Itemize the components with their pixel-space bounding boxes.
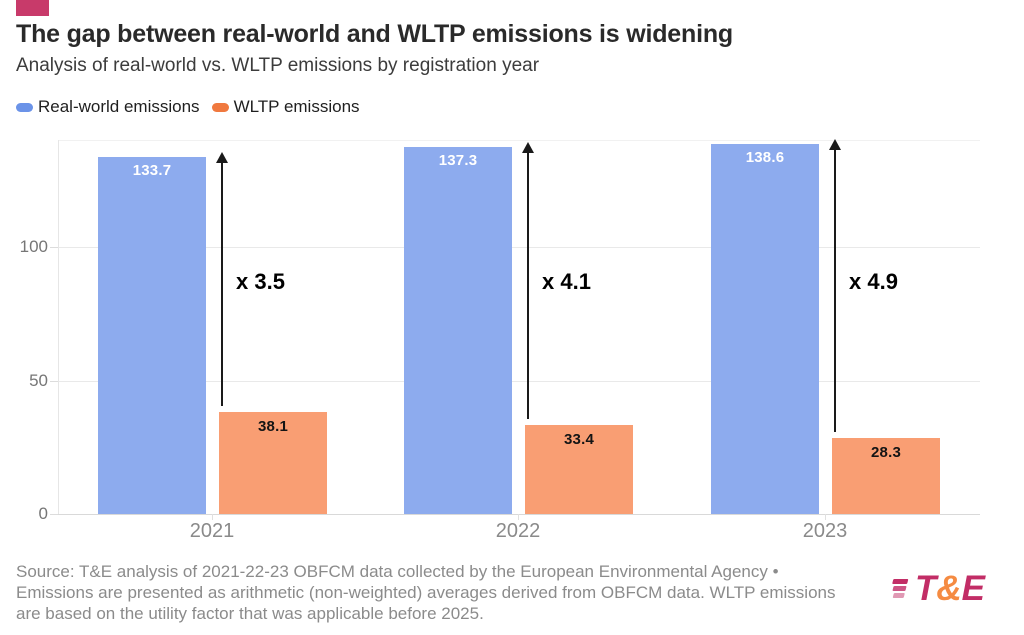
- legend-label-wltp: WLTP emissions: [233, 97, 360, 116]
- y-tick-0: [50, 514, 58, 515]
- x-axis-label-2022: 2022: [495, 520, 541, 542]
- legend-swatch-real-world-icon: [16, 102, 33, 112]
- y-tick-label-50: 50: [29, 371, 48, 390]
- y-tick-50: [50, 381, 58, 382]
- legend-item-wltp: WLTP emissions: [211, 97, 360, 117]
- te-logo-text: T&E: [915, 571, 985, 606]
- speedline-top: [892, 579, 909, 584]
- multiplier-label-2022: x 4.1: [542, 269, 591, 294]
- bar-wltp-2021[interactable]: [219, 412, 327, 514]
- growth-arrow-head-2021: [216, 152, 228, 164]
- logo-letter-t: T: [914, 569, 937, 608]
- te-logo: T&E: [891, 571, 985, 606]
- x-tick-2022: [518, 514, 519, 520]
- y-tick-100: [50, 247, 58, 248]
- source-note: Source: T&E analysis of 2021-22-23 OBFCM…: [16, 561, 835, 624]
- bar-value-real-world-2021: 133.7: [132, 162, 172, 180]
- bar-value-wltp-2022: 33.4: [564, 430, 594, 448]
- bar-value-wltp-2021: 38.1: [258, 418, 288, 436]
- speedline-bottom: [892, 593, 905, 598]
- legend-label-real-world: Real-world emissions: [38, 97, 200, 116]
- y-axis-line: [58, 140, 59, 514]
- speedline-middle: [892, 586, 907, 591]
- page-subtitle: Analysis of real-world vs. WLTP emission…: [16, 55, 540, 76]
- bar-real-world-2023[interactable]: [711, 143, 819, 514]
- bar-real-world-2022[interactable]: [404, 147, 512, 514]
- page-title: The gap between real-world and WLTP emis…: [16, 20, 733, 48]
- growth-arrow-2023: [834, 147, 836, 433]
- source-line: Emissions are presented as arithmetic (n…: [16, 583, 836, 602]
- growth-arrow-2021: [221, 161, 223, 407]
- legend-item-real-world: Real-world emissions: [16, 97, 200, 117]
- brand-mark: [16, 0, 49, 16]
- plot-top-line: [58, 140, 980, 141]
- gridline-100: [58, 247, 980, 248]
- gridline-50: [58, 381, 980, 382]
- bar-wltp-2023[interactable]: [832, 438, 940, 514]
- gridline-0: [58, 514, 980, 515]
- source-line: Source: T&E analysis of 2021-22-23 OBFCM…: [16, 562, 779, 581]
- logo-letter-amp: &: [936, 569, 962, 608]
- legend: Real-world emissions WLTP emissions: [16, 97, 360, 117]
- te-logo-speedlines-icon: [889, 579, 909, 598]
- x-axis-label-2021: 2021: [189, 520, 235, 542]
- logo-letter-e: E: [961, 569, 985, 608]
- bar-wltp-2022[interactable]: [525, 424, 633, 514]
- x-tick-2023: [825, 514, 826, 520]
- bar-value-real-world-2022: 137.3: [438, 152, 478, 170]
- growth-arrow-head-2023: [829, 138, 841, 150]
- y-tick-label-100: 100: [19, 237, 48, 256]
- x-tick-2021: [212, 514, 213, 520]
- multiplier-label-2023: x 4.9: [849, 269, 898, 294]
- growth-arrow-head-2022: [522, 142, 534, 154]
- legend-swatch-wltp-icon: [211, 102, 229, 112]
- bar-value-real-world-2023: 138.6: [745, 148, 785, 166]
- multiplier-label-2021: x 3.5: [236, 269, 285, 294]
- growth-arrow-2022: [527, 151, 529, 419]
- bar-value-wltp-2023: 28.3: [871, 444, 901, 462]
- source-line: are based on the utility factor that was…: [16, 604, 484, 623]
- bar-real-world-2021[interactable]: [98, 157, 206, 514]
- x-axis-label-2023: 2023: [802, 520, 848, 542]
- y-tick-label-0: 0: [38, 504, 48, 523]
